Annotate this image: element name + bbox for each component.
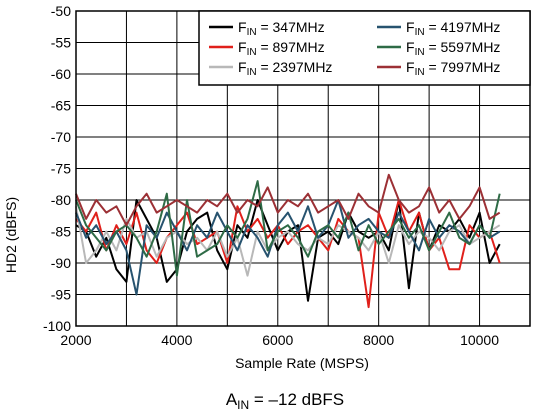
x-tick-label: 4000 [161, 332, 192, 348]
legend-label-rest: = 2397MHz [257, 59, 333, 75]
legend-label-subscript: IN [415, 47, 425, 58]
y-tick-label: -55 [51, 35, 71, 51]
legend-label-subscript: IN [415, 27, 425, 38]
series-line-1 [75, 199, 501, 309]
series-lines [75, 173, 501, 309]
caption-subscript: IN [237, 398, 249, 412]
series-line-4 [75, 180, 501, 277]
chart-caption: AIN = –12 dBFS [226, 390, 344, 412]
legend-label-main: F [238, 39, 247, 55]
x-tick-labels: 2000 4000 6000 8000 10000 [60, 332, 499, 348]
legend-label-main: F [406, 39, 415, 55]
legend-label: FIN = 7997MHz [406, 59, 500, 78]
legend-label-subscript: IN [415, 67, 425, 78]
legend-label-main: F [238, 59, 247, 75]
legend-label-main: F [238, 19, 247, 35]
series-line-5 [75, 173, 501, 227]
legend-box [198, 10, 531, 86]
legend-label-subscript: IN [247, 27, 257, 38]
x-tick-label: 8000 [363, 332, 394, 348]
legend-label-main: F [406, 19, 415, 35]
y-tick-label: -65 [51, 98, 71, 114]
legend-label-rest: = 4197MHz [425, 19, 501, 35]
y-axis-label: HD2 (dBFS) [3, 197, 19, 273]
x-tick-label: 2000 [60, 332, 91, 348]
y-tick-label: -95 [51, 287, 71, 303]
legend-label-subscript: IN [247, 47, 257, 58]
legend-label: FIN = 2397MHz [238, 59, 332, 78]
y-tick-labels: -50 -55 -60 -65 -70 -75 -80 -85 -90 -95 -100 [43, 3, 71, 334]
x-axis-label: Sample Rate (MSPS) [235, 355, 369, 371]
y-tick-label: -90 [51, 255, 71, 271]
y-tick-label: -50 [51, 3, 71, 19]
legend-label-subscript: IN [247, 67, 257, 78]
legend-label-rest: = 347MHz [257, 19, 325, 35]
y-tick-label: -100 [43, 318, 71, 334]
legend-label: FIN = 347MHz [238, 19, 325, 38]
y-tick-label: -60 [51, 66, 71, 82]
caption-prefix: A [226, 390, 238, 409]
y-tick-label: -70 [51, 129, 71, 145]
legend-label: FIN = 4197MHz [406, 19, 500, 38]
legend-label-rest: = 897MHz [257, 39, 325, 55]
y-tick-label: -75 [51, 161, 71, 177]
legend-label-rest: = 5597MHz [425, 39, 501, 55]
x-tick-label: 10000 [460, 332, 499, 348]
legend-label-rest: = 7997MHz [425, 59, 501, 75]
y-tick-label: -85 [51, 224, 71, 240]
y-tick-label: -80 [51, 192, 71, 208]
caption-suffix: = –12 dBFS [249, 390, 344, 409]
legend-label-main: F [406, 59, 415, 75]
legend-label: FIN = 897MHz [238, 39, 325, 58]
legend-label: FIN = 5597MHz [406, 39, 500, 58]
series-line-0 [75, 199, 501, 302]
series-line-3 [75, 199, 501, 296]
x-tick-label: 6000 [262, 332, 293, 348]
